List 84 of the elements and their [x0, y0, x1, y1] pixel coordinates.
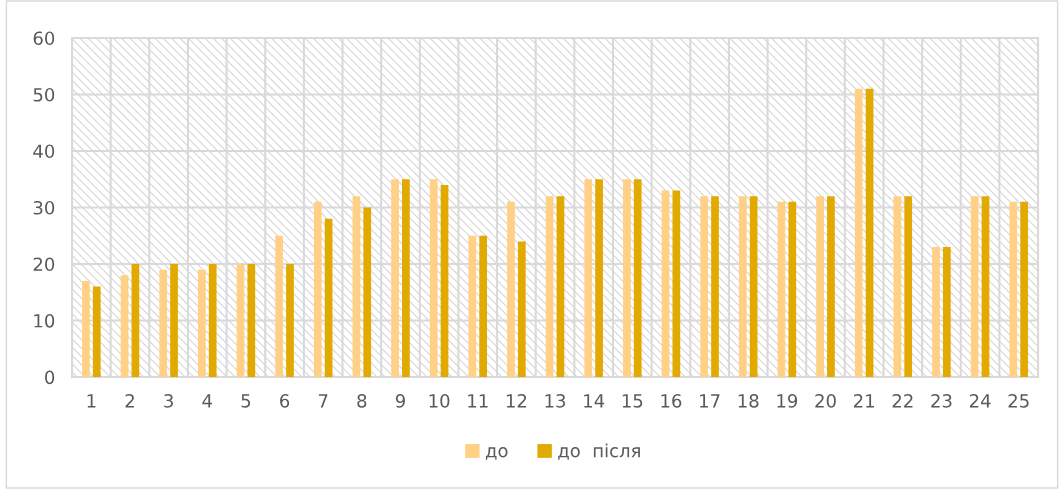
bar	[661, 190, 670, 378]
bar	[429, 179, 438, 378]
bar	[827, 196, 835, 378]
y-tick-label: 50	[33, 87, 55, 102]
x-tick-label: 4	[202, 394, 212, 408]
bar	[468, 235, 477, 378]
x-tick-label: 3	[164, 394, 173, 408]
bar	[247, 264, 256, 378]
x-tick-label: 18	[738, 394, 759, 408]
bar	[672, 190, 681, 378]
bar	[865, 88, 874, 378]
bar	[92, 286, 101, 378]
legend-label: до після	[558, 443, 640, 460]
x-tick-label: 21	[853, 394, 874, 408]
x-tick-label: 24	[969, 394, 991, 408]
bar	[749, 196, 758, 378]
bar	[711, 196, 719, 378]
bar	[777, 201, 786, 378]
y-tick-label: 20	[33, 257, 55, 272]
bar	[479, 235, 488, 378]
bar	[981, 196, 990, 378]
x-tick-label: 10	[429, 394, 450, 408]
bar	[159, 269, 168, 378]
x-tick-label: 13	[545, 394, 566, 408]
bar	[517, 241, 526, 378]
x-tick-label: 9	[395, 394, 405, 408]
x-tick-label: 7	[318, 394, 328, 408]
bar	[275, 235, 284, 378]
bar	[816, 196, 824, 378]
bar	[131, 264, 140, 378]
bar	[120, 275, 129, 378]
y-tick-label: 40	[33, 144, 55, 159]
bar	[236, 264, 245, 378]
bar	[1009, 201, 1018, 378]
bar	[208, 264, 217, 378]
bar	[507, 201, 515, 378]
bar	[854, 88, 863, 378]
x-tick-label: 2	[125, 394, 134, 408]
x-tick-label: 16	[661, 394, 682, 408]
x-tick-label: 6	[280, 394, 290, 408]
x-tick-label: 20	[815, 394, 836, 408]
bar	[904, 196, 913, 378]
bar	[633, 179, 642, 378]
y-tick-label: 10	[34, 313, 55, 328]
bar	[932, 247, 940, 378]
bar	[352, 196, 361, 378]
x-tick-label: 11	[468, 394, 488, 408]
x-tick-label: 12	[506, 394, 527, 408]
bar	[286, 264, 294, 378]
bar	[556, 196, 565, 378]
x-tick-label: 15	[622, 394, 643, 408]
x-tick-label: 5	[241, 394, 251, 408]
bar	[623, 179, 631, 378]
bar	[391, 179, 399, 378]
bar	[545, 196, 554, 378]
legend-label: до	[485, 447, 508, 460]
bar	[584, 179, 593, 378]
x-tick-label: 1	[87, 394, 96, 408]
bar	[738, 196, 747, 378]
x-tick-label: 17	[700, 394, 720, 408]
bar	[198, 269, 206, 378]
bar	[1020, 201, 1028, 378]
bar	[170, 264, 178, 378]
bar	[402, 179, 410, 378]
bar	[788, 201, 797, 378]
x-tick-label: 23	[931, 394, 952, 408]
bar	[82, 280, 90, 378]
x-tick-label: 19	[777, 394, 798, 408]
bar	[700, 196, 709, 378]
x-tick-label: 25	[1008, 394, 1029, 408]
y-tick-label: 30	[33, 200, 55, 215]
bar	[363, 207, 372, 378]
bar	[440, 184, 449, 378]
x-tick-label: 8	[357, 394, 367, 408]
bar	[970, 196, 979, 378]
x-tick-label: 22	[892, 394, 913, 408]
bar	[595, 179, 603, 378]
x-tick-label: 14	[584, 394, 605, 408]
bar	[313, 201, 322, 378]
bar	[324, 218, 333, 378]
y-tick-label: 0	[45, 370, 55, 385]
bar	[893, 196, 902, 378]
bar	[942, 247, 951, 378]
y-tick-label: 60	[33, 31, 55, 46]
